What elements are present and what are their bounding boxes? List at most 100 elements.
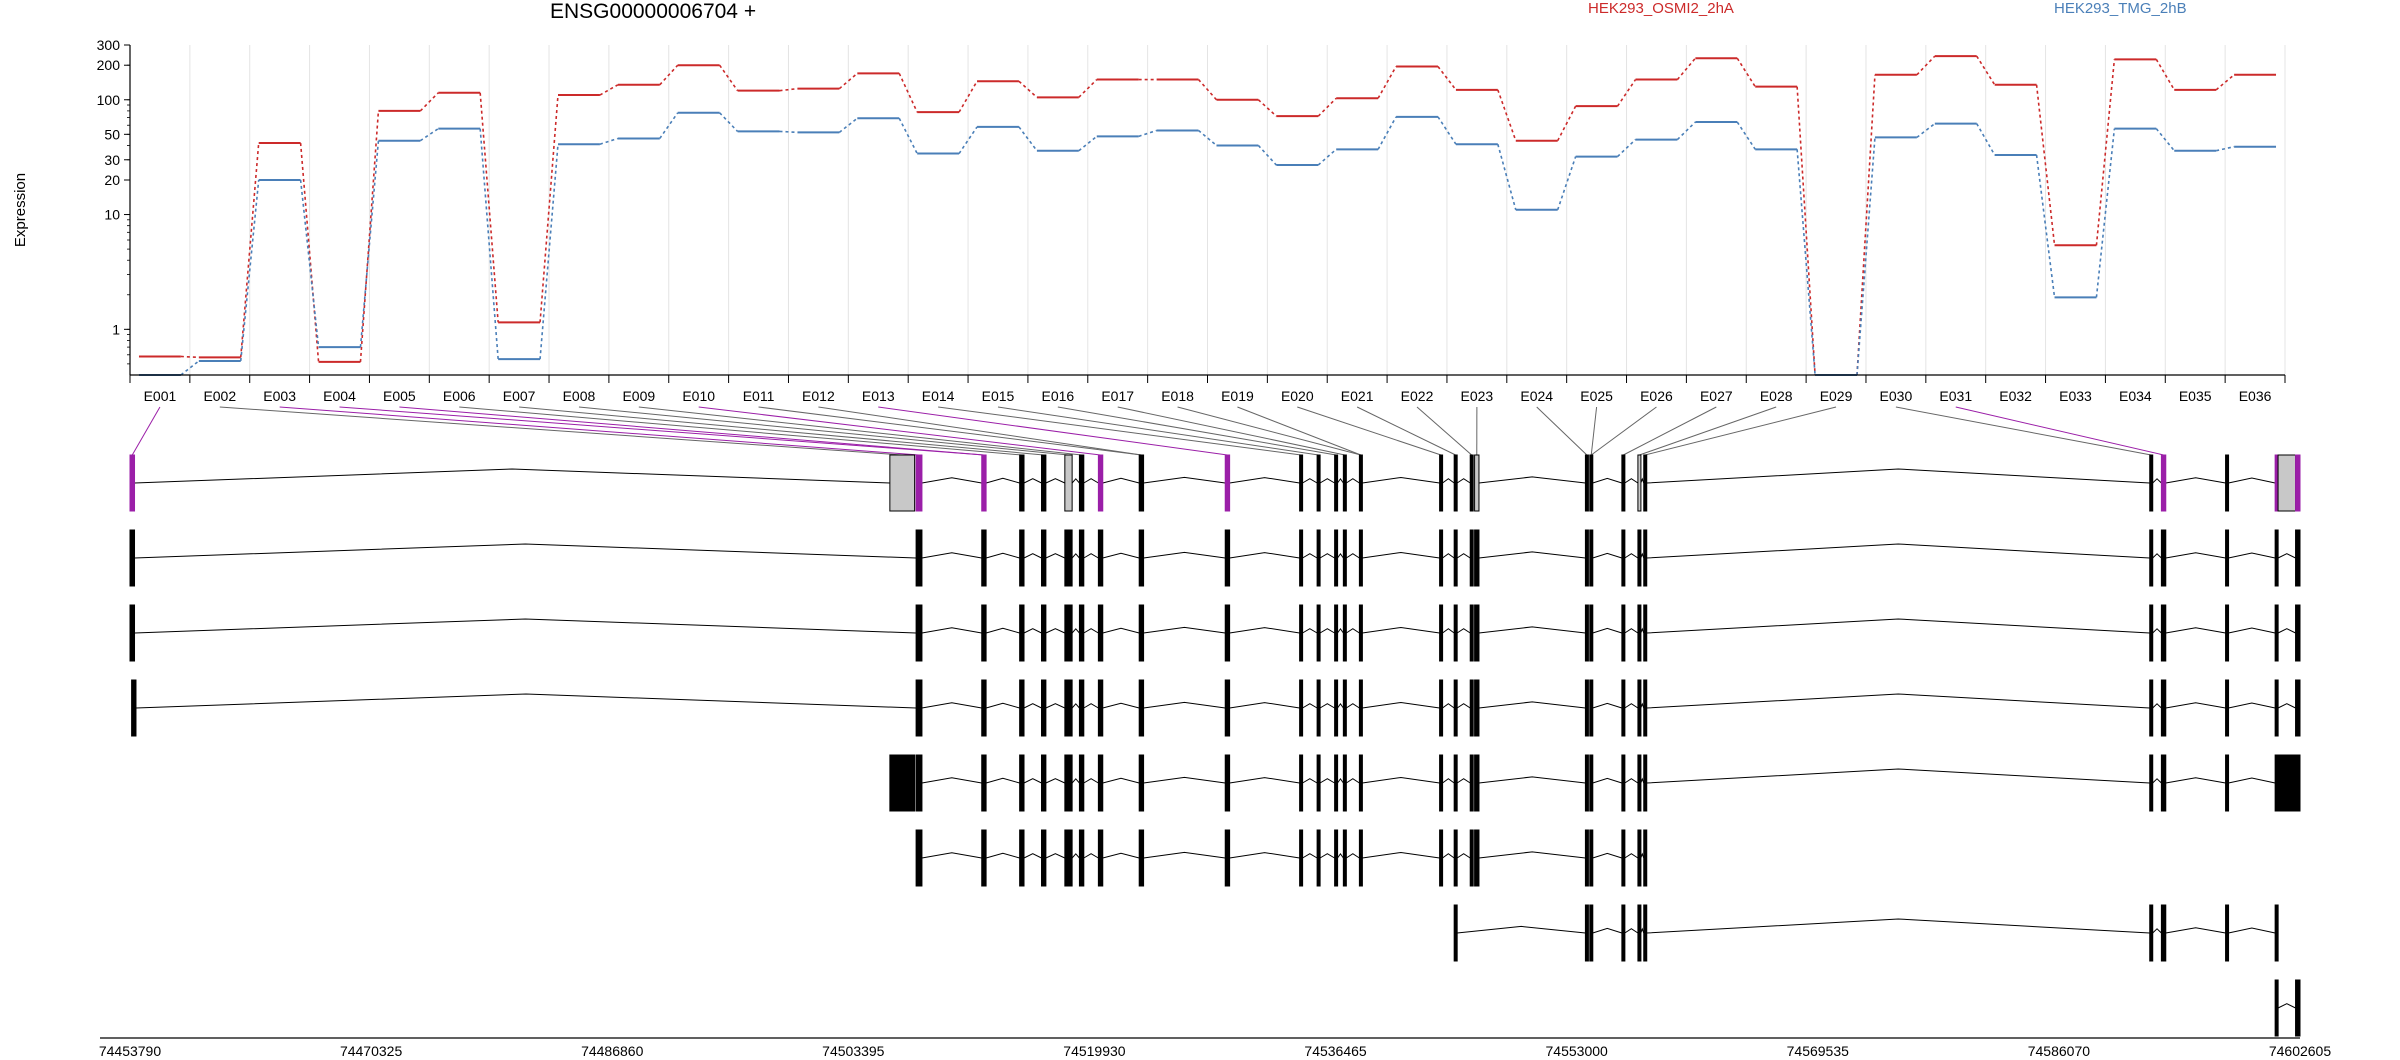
intron — [1478, 626, 1586, 634]
x-tick-label: E011 — [743, 388, 775, 404]
exon-block — [1453, 904, 1458, 962]
exon-block — [1019, 454, 1025, 512]
exon-block — [1224, 754, 1231, 812]
exon-connector — [1356, 406, 1456, 456]
exon-block — [981, 754, 987, 812]
exon-block — [1469, 604, 1474, 662]
exon-block — [1316, 829, 1321, 887]
series-2-connector — [1616, 138, 1637, 158]
x-tick-label: E019 — [1221, 388, 1254, 404]
intron — [1102, 852, 1140, 859]
exon-block — [1637, 829, 1642, 887]
intron — [2277, 628, 2296, 634]
series-1-connector — [1197, 79, 1218, 101]
x-tick-label: E024 — [1520, 388, 1553, 404]
exon-block — [915, 829, 923, 887]
exon-block — [1643, 604, 1648, 662]
x-tick-label: E003 — [263, 388, 296, 404]
y-tick-label: 50 — [104, 126, 120, 142]
exon-block — [2274, 979, 2279, 1037]
intron — [1442, 553, 1455, 559]
series-2-connector — [838, 117, 858, 133]
exon-block — [1469, 679, 1474, 737]
series-2-connector — [1317, 148, 1337, 166]
intron — [921, 477, 982, 484]
exon-block — [1138, 829, 1145, 887]
exon-block — [1299, 454, 1304, 512]
exon-block — [2225, 679, 2230, 737]
x-tick-label: E013 — [862, 388, 895, 404]
exon-block — [1064, 454, 1073, 512]
intron — [985, 777, 1020, 784]
intron — [1478, 851, 1586, 859]
series-2-connector — [1856, 137, 1876, 376]
x-tick-label: E025 — [1580, 388, 1613, 404]
exon-block — [1138, 679, 1145, 737]
intron — [1337, 703, 1344, 709]
intron — [1362, 551, 1440, 559]
intron — [1229, 777, 1300, 784]
exon-block — [2160, 529, 2167, 587]
exon-block — [1299, 754, 1304, 812]
intron — [2152, 778, 2162, 784]
exon-block — [1041, 454, 1047, 512]
exon-block — [1299, 529, 1304, 587]
chart-title: ENSG00000006704 + — [550, 0, 757, 23]
exon-block — [1643, 904, 1648, 962]
exon-block — [2225, 904, 2230, 962]
exon-block — [1078, 604, 1085, 662]
intron — [1456, 853, 1471, 859]
x-tick-label: E027 — [1700, 388, 1733, 404]
intron — [1592, 852, 1623, 859]
series-1-connector — [1916, 55, 1936, 76]
exon-block — [1041, 679, 1047, 737]
y-tick-label: 1 — [112, 321, 120, 337]
exon-block — [1469, 529, 1474, 587]
intron — [1456, 628, 1471, 634]
exon-block — [2149, 679, 2154, 737]
intron — [1083, 628, 1099, 634]
exon-block — [1358, 829, 1363, 887]
exon-block — [1584, 454, 1589, 512]
series-1-connector — [1437, 65, 1457, 91]
exon-block — [1224, 604, 1231, 662]
exon-block — [2160, 754, 2167, 812]
exon-connector — [1645, 406, 1837, 456]
x-tick-label: E001 — [144, 388, 177, 404]
intron — [1102, 777, 1140, 784]
x-tick-label: E020 — [1281, 388, 1314, 404]
exon-block — [1299, 679, 1304, 737]
x-tick-label: E007 — [503, 388, 536, 404]
genomic-axis: 74453790 74470325 74486860 74503395 74519930… — [99, 1037, 2331, 1059]
intron — [1302, 478, 1318, 484]
intron — [1346, 853, 1360, 859]
genomic-tick-label: 74486860 — [581, 1043, 644, 1059]
exon-block — [1439, 454, 1444, 512]
exon-block — [1064, 529, 1073, 587]
intron — [1346, 478, 1360, 484]
intron — [1592, 477, 1623, 484]
exon-block — [1019, 679, 1025, 737]
transcript-tracks — [129, 454, 2301, 1037]
exon-connector — [459, 406, 1022, 456]
y-axis-label: Expression — [12, 173, 29, 247]
intron — [2228, 777, 2276, 784]
intron — [1071, 778, 1080, 784]
x-tick-label: E030 — [1880, 388, 1913, 404]
y-tick-label: 300 — [97, 37, 121, 53]
intron — [1302, 553, 1318, 559]
series-2-connector — [659, 112, 679, 139]
exon-block — [1469, 454, 1474, 512]
intron — [1442, 703, 1455, 709]
exon-connector — [1297, 406, 1442, 456]
series-1-connector — [1018, 80, 1038, 98]
exon-block — [1078, 679, 1085, 737]
exon-block — [1019, 829, 1025, 887]
exon-block — [1299, 829, 1304, 887]
exon-block — [1589, 679, 1594, 737]
intron — [985, 477, 1020, 484]
exon-block — [1097, 604, 1104, 662]
intron — [2165, 477, 2226, 484]
intron — [1083, 853, 1099, 859]
